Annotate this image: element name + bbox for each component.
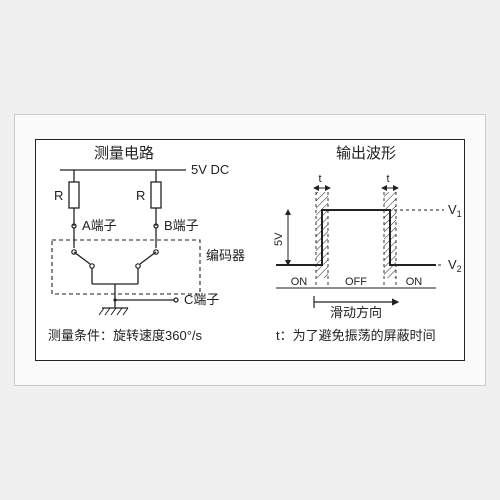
t-label-2: t bbox=[386, 173, 389, 185]
v2-label: V2 bbox=[448, 257, 462, 274]
state-on-1: ON bbox=[291, 276, 308, 288]
encoder-box bbox=[52, 240, 200, 294]
v1-label: V1 bbox=[448, 202, 462, 219]
switch-a bbox=[74, 252, 90, 264]
ground-symbol bbox=[99, 308, 128, 315]
terminal-c-label: C端子 bbox=[184, 292, 219, 307]
supply-label: 5V DC bbox=[191, 162, 229, 177]
state-off: OFF bbox=[345, 276, 367, 288]
slide-dir-label: 滑动方向 bbox=[330, 305, 382, 320]
terminal-a-label: A端子 bbox=[82, 218, 117, 233]
left-title: 测量电路 bbox=[94, 145, 154, 162]
diagram-svg: 测量电路 5V DC R A端子 R B端子 编码器 bbox=[36, 140, 466, 362]
diagram-frame: 测量电路 5V DC R A端子 R B端子 编码器 bbox=[35, 139, 465, 361]
v-axis-label: 5V bbox=[273, 232, 285, 246]
state-on-2: ON bbox=[406, 276, 423, 288]
square-wave bbox=[276, 210, 436, 265]
encoder-label: 编码器 bbox=[206, 248, 245, 263]
switch-b bbox=[140, 252, 156, 264]
t-note: t：为了避免振荡的屏蔽时间 bbox=[276, 328, 436, 343]
measure-condition: 测量条件：旋转速度360°/s bbox=[48, 328, 203, 343]
t-label-1: t bbox=[318, 173, 321, 185]
resistor-left bbox=[69, 182, 79, 208]
terminal-b-label: B端子 bbox=[164, 218, 199, 233]
resistor-right bbox=[151, 182, 161, 208]
r-left-label: R bbox=[54, 188, 63, 203]
right-title: 输出波形 bbox=[336, 145, 396, 162]
waveform-group: 5V t t V1 V2 bbox=[273, 173, 462, 343]
node-c bbox=[174, 298, 178, 302]
r-right-label: R bbox=[136, 188, 145, 203]
card: 测量电路 5V DC R A端子 R B端子 编码器 bbox=[14, 114, 486, 386]
